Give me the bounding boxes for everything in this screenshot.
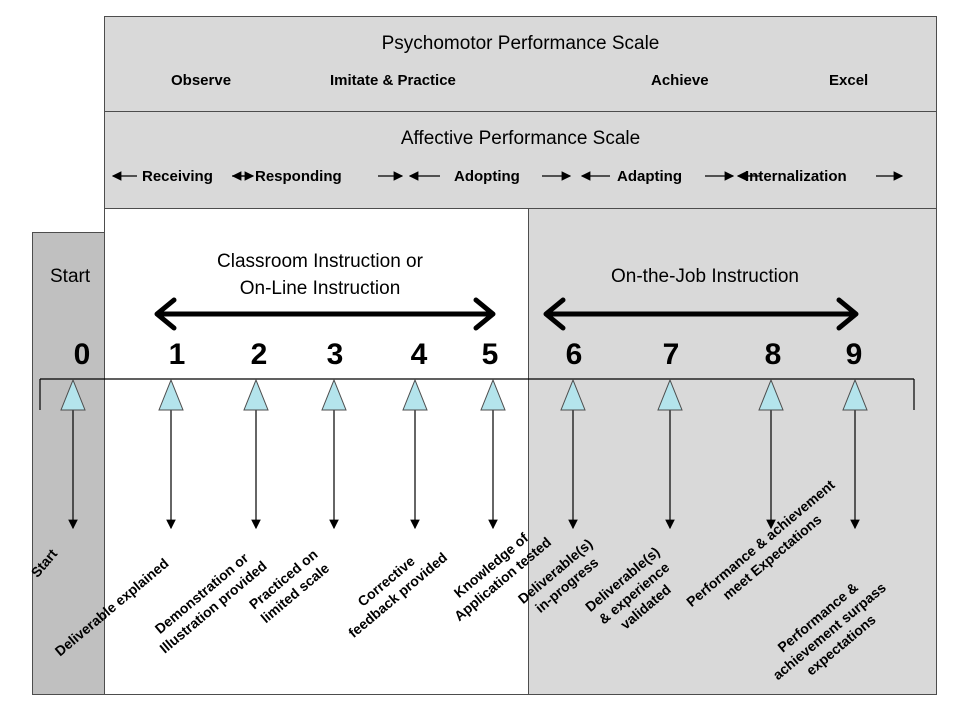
psychomotor-scale-title: Psychomotor Performance Scale — [381, 33, 660, 54]
affective-level-responding: Responding — [255, 168, 342, 185]
scale-number-9: 9 — [845, 338, 863, 371]
classroom-region — [104, 208, 529, 695]
onjob-region — [528, 208, 937, 695]
scale-number-8: 8 — [764, 338, 782, 371]
psychomotor-scale-band: Psychomotor Performance Scale Observe Im… — [104, 16, 937, 112]
onjob-region-title: On-the-Job Instruction — [611, 266, 799, 287]
affective-scale-band: Affective Performance Scale Receiving Re… — [104, 111, 937, 209]
psychomotor-level-excel: Excel — [829, 72, 869, 89]
scale-marker-triangle-2 — [243, 378, 269, 411]
scale-number-7: 7 — [662, 338, 680, 371]
scale-number-4: 4 — [410, 338, 428, 371]
affective-scale-title: Affective Performance Scale — [400, 128, 641, 149]
scale-number-1: 1 — [168, 338, 186, 371]
timeline-bracket — [39, 378, 915, 410]
scale-number-5: 5 — [481, 338, 499, 371]
scale-marker-triangle-3 — [321, 378, 347, 411]
affective-level-internalization: Internalization — [745, 168, 847, 185]
scale-marker-triangle-6 — [560, 378, 586, 411]
scale-marker-triangle-7 — [657, 378, 683, 411]
scale-marker-triangle-5 — [480, 378, 506, 411]
psychomotor-level-observe: Observe — [171, 72, 232, 89]
psychomotor-level-achieve: Achieve — [651, 72, 709, 89]
start-region-title: Start — [50, 266, 91, 287]
classroom-region-title: Classroom Instruction or On-Line Instruc… — [217, 251, 423, 299]
scale-number-0: 0 — [73, 338, 91, 371]
scale-number-2: 2 — [250, 338, 268, 371]
affective-level-adopting: Adopting — [454, 168, 520, 185]
affective-level-receiving: Receiving — [142, 168, 213, 185]
scale-number-3: 3 — [326, 338, 344, 371]
psychomotor-level-imitate-practice: Imitate & Practice — [330, 72, 456, 89]
classroom-span-arrow — [154, 297, 496, 331]
affective-level-adapting: Adapting — [617, 168, 682, 185]
scale-marker-triangle-0 — [60, 378, 86, 411]
scale-marker-triangle-1 — [158, 378, 184, 411]
scale-marker-triangle-9 — [842, 378, 868, 411]
scale-marker-triangle-8 — [758, 378, 784, 411]
scale-marker-triangle-4 — [402, 378, 428, 411]
onjob-span-arrow — [543, 297, 859, 331]
scale-number-6: 6 — [565, 338, 583, 371]
